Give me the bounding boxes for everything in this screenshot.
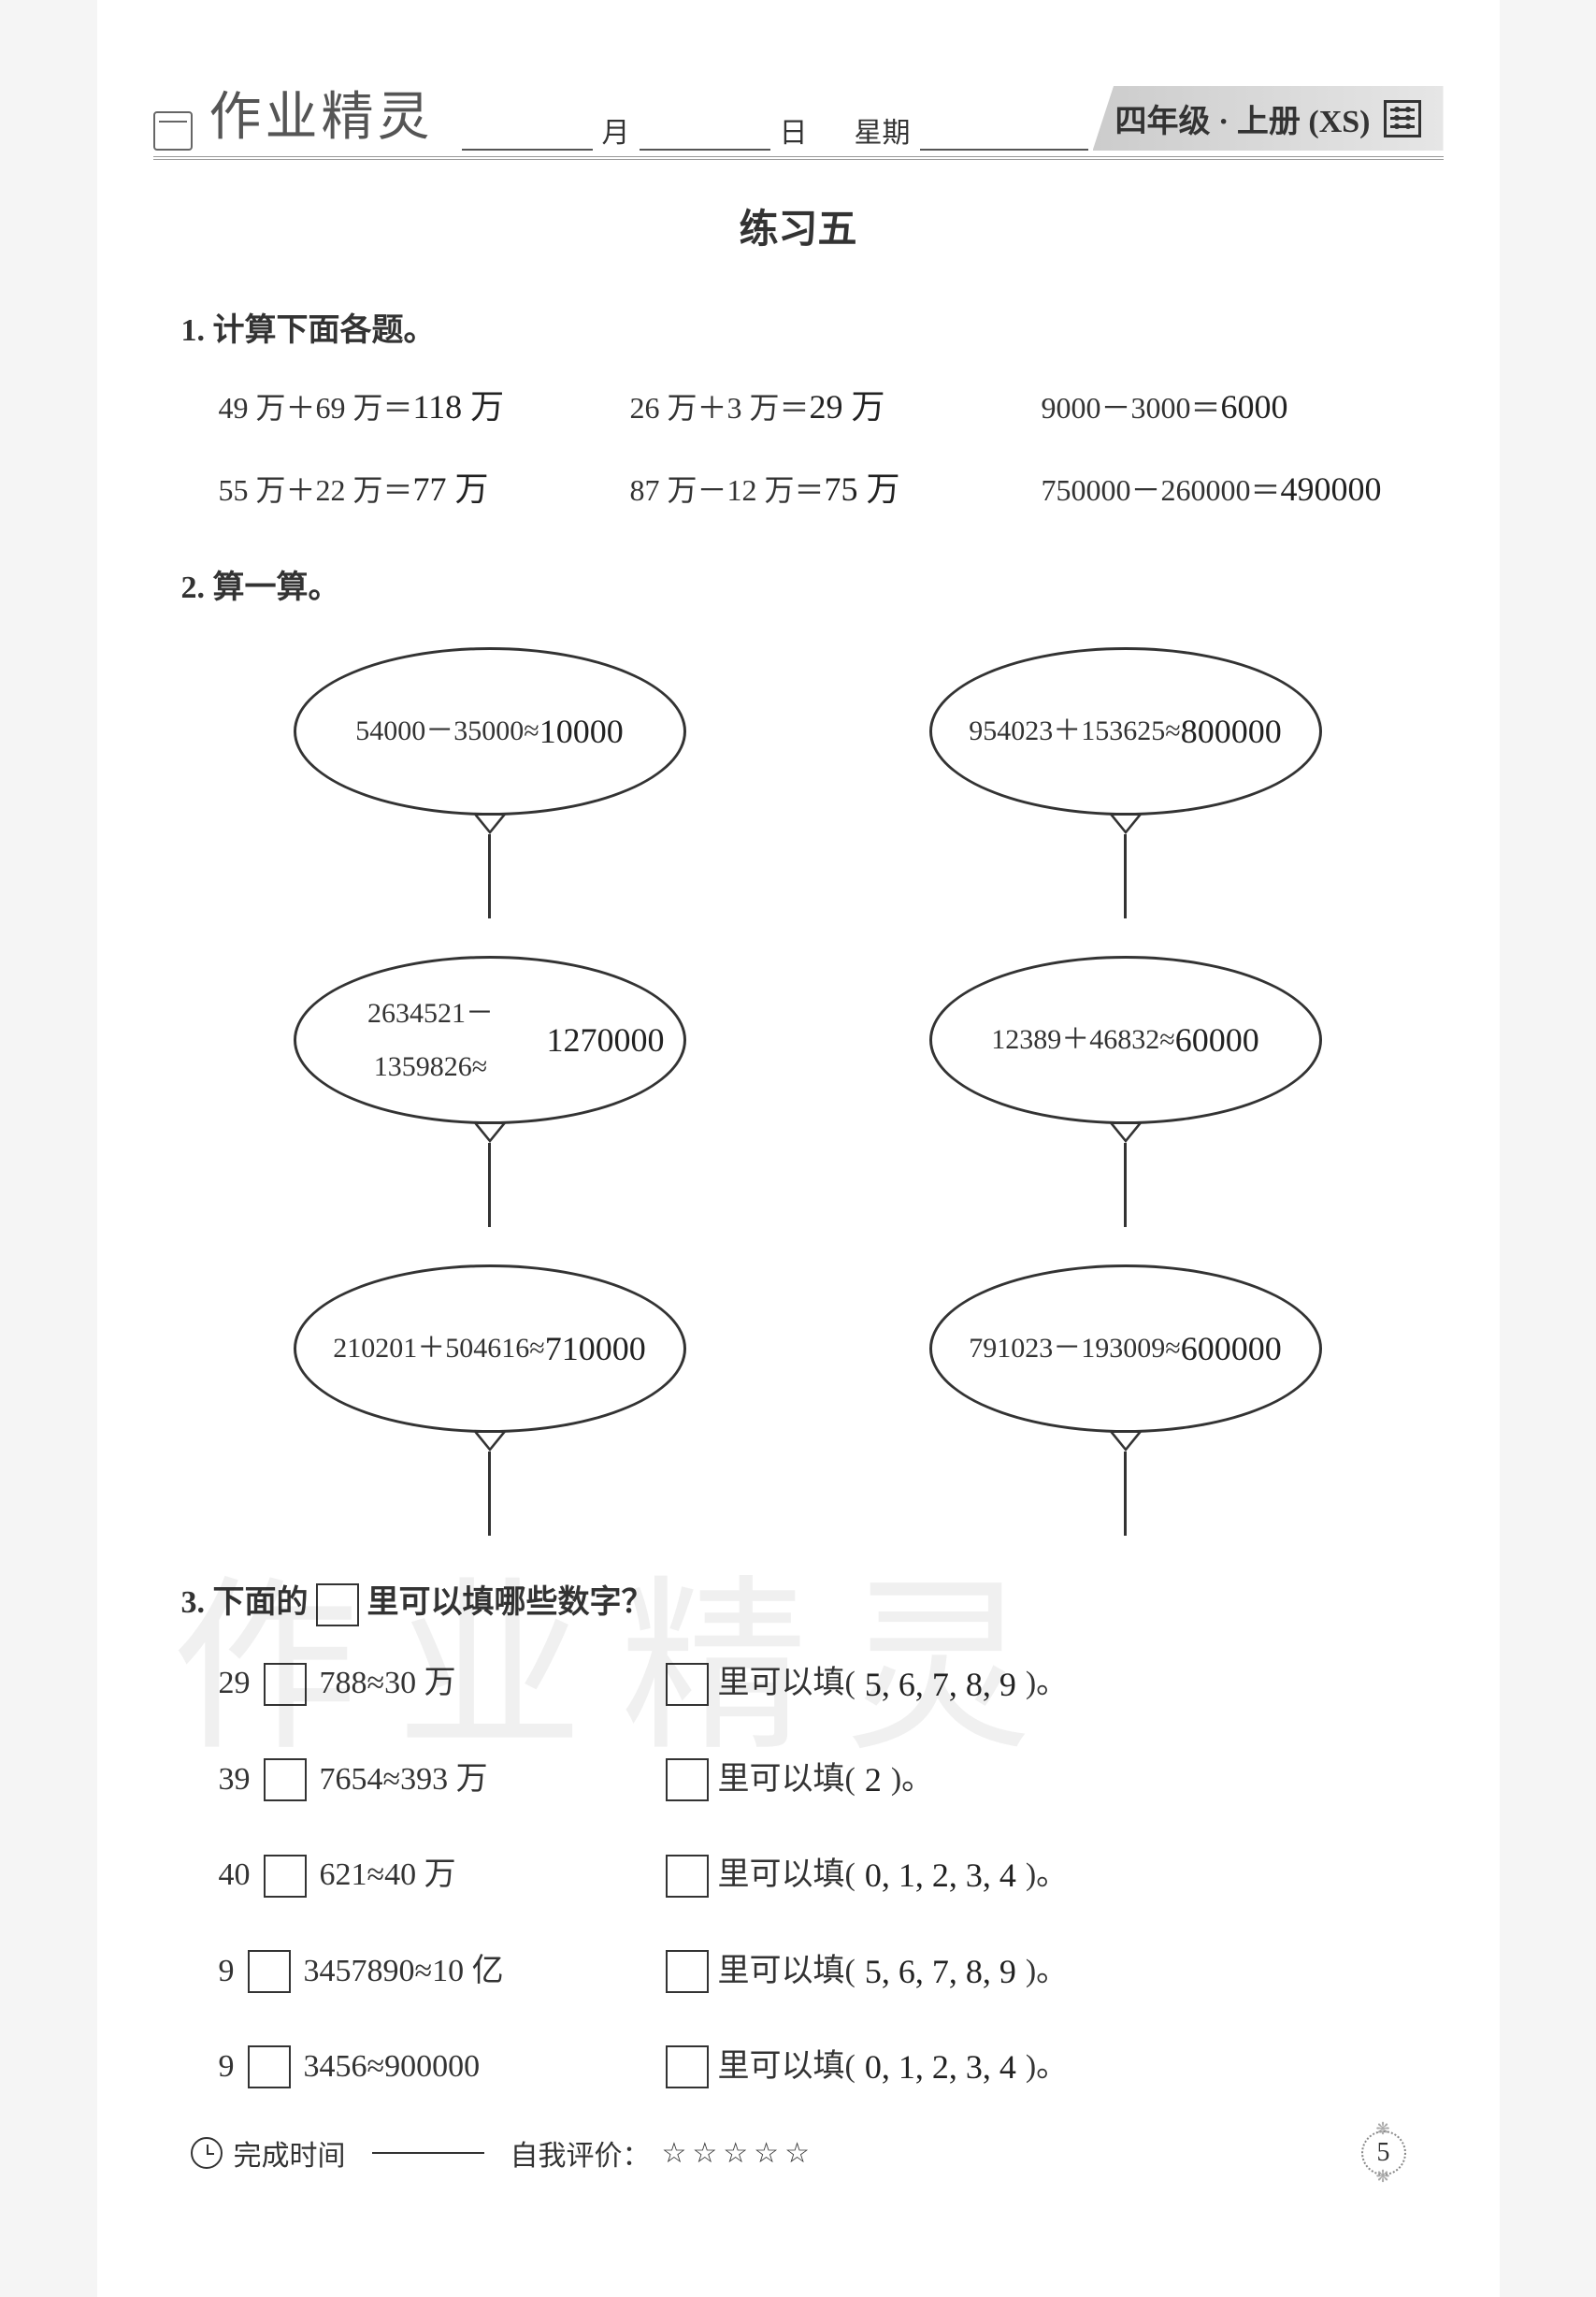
balloon: 54000－35000≈10000 <box>228 647 752 918</box>
balloon: 2634521－1359826≈1270000 <box>228 956 752 1227</box>
balloon-knot-icon <box>1109 1122 1143 1143</box>
time-blank[interactable] <box>372 2152 484 2154</box>
balloon-string-icon <box>1124 834 1127 918</box>
box-icon <box>666 1855 709 1898</box>
question-2: 2. 算一算。 54000－35000≈10000 954023＋153625≈… <box>181 558 1416 1536</box>
balloon: 791023－193009≈600000 <box>864 1264 1388 1536</box>
time-label: 完成时间 <box>234 2132 346 2174</box>
box-icon[interactable] <box>264 1663 307 1706</box>
balloon-knot-icon <box>1109 814 1143 834</box>
balloon-body: 12389＋46832≈60000 <box>929 956 1322 1124</box>
answer: 490000 <box>1281 470 1382 508</box>
self-eval-label: 自我评价： <box>510 2132 651 2174</box>
month-blank[interactable] <box>462 123 593 151</box>
balloon-knot-icon <box>473 814 507 834</box>
box-icon <box>666 2045 709 2088</box>
day-blank[interactable] <box>640 123 770 151</box>
q3-row: 29788≈30 万 里可以填(5, 6, 7, 8, 9 )。 <box>219 1653 1416 1716</box>
answer: 2 <box>865 1748 882 1812</box>
page-footer: 完成时间 自我评价： ☆☆☆☆☆ 5 <box>191 2131 1406 2175</box>
answer: 710000 <box>545 1317 646 1380</box>
header-left: 作业精灵 月 日 星期 <box>153 75 1088 151</box>
page-title: 练习五 <box>153 197 1444 254</box>
balloon: 954023＋153625≈800000 <box>864 647 1388 918</box>
balloon-string-icon <box>488 1143 491 1227</box>
clock-icon <box>191 2137 223 2169</box>
page-header: 作业精灵 月 日 星期 四年级 · 上册 (XS) <box>153 75 1444 160</box>
balloon-body: 2634521－1359826≈1270000 <box>294 956 686 1124</box>
box-icon <box>666 1950 709 1993</box>
box-icon <box>316 1583 359 1626</box>
balloon: 12389＋46832≈60000 <box>864 956 1388 1227</box>
q3-label: 3. 下面的 里可以填哪些数字？ <box>181 1573 1416 1634</box>
q1-label: 1. 计算下面各题。 <box>181 301 1416 362</box>
box-icon[interactable] <box>248 1950 291 1993</box>
answer: 60000 <box>1175 1008 1259 1072</box>
q1-item: 9000－3000＝6000 <box>1042 375 1416 439</box>
weekday-label: 星期 <box>855 109 911 151</box>
balloon: 210201＋504616≈710000 <box>228 1264 752 1536</box>
balloon-body: 954023＋153625≈800000 <box>929 647 1322 816</box>
answer: 5, 6, 7, 8, 9 <box>865 1653 1016 1716</box>
balloon-string-icon <box>1124 1143 1127 1227</box>
answer: 10000 <box>539 700 624 763</box>
balloon-body: 54000－35000≈10000 <box>294 647 686 816</box>
balloon-knot-icon <box>473 1431 507 1452</box>
balloon-grid: 54000－35000≈10000 954023＋153625≈800000 2… <box>228 647 1388 1536</box>
footer-left: 完成时间 自我评价： ☆☆☆☆☆ <box>191 2132 815 2174</box>
weekday-blank[interactable] <box>920 123 1088 151</box>
question-3: 3. 下面的 里可以填哪些数字？ 29788≈30 万 里可以填(5, 6, 7… <box>181 1573 1416 2100</box>
answer: 118 万 <box>413 388 505 426</box>
q1-item: 55 万＋22 万＝77 万 <box>219 457 593 521</box>
balloon-string-icon <box>1124 1452 1127 1536</box>
balloon-knot-icon <box>1109 1431 1143 1452</box>
worksheet-page: 作业精灵 月 日 星期 四年级 · 上册 (XS) 练习五 1. 计算下面各题。… <box>97 0 1500 2297</box>
box-icon <box>666 1758 709 1801</box>
answer: 29 万 <box>810 388 885 426</box>
brand-title: 作业精灵 <box>209 75 434 151</box>
balloon-string-icon <box>488 1452 491 1536</box>
rating-stars[interactable]: ☆☆☆☆☆ <box>662 2137 815 2170</box>
balloon-string-icon <box>488 834 491 918</box>
answer: 6000 <box>1221 388 1288 426</box>
answer: 0, 1, 2, 3, 4 <box>865 1843 1016 1907</box>
balloon-body: 210201＋504616≈710000 <box>294 1264 686 1433</box>
calendar-icon <box>153 111 193 151</box>
abacus-icon <box>1384 100 1421 137</box>
answer: 75 万 <box>825 470 900 508</box>
q3-rows: 29788≈30 万 里可以填(5, 6, 7, 8, 9 )。 397654≈… <box>219 1653 1416 2100</box>
q1-item: 26 万＋3 万＝29 万 <box>630 375 1004 439</box>
day-label: 日 <box>780 109 808 151</box>
balloon-knot-icon <box>473 1122 507 1143</box>
q2-label: 2. 算一算。 <box>181 558 1416 619</box>
answer: 5, 6, 7, 8, 9 <box>865 1940 1016 2003</box>
grade-badge-text: 四年级 · 上册 (XS) <box>1115 95 1371 141</box>
box-icon <box>666 1663 709 1706</box>
balloon-body: 791023－193009≈600000 <box>929 1264 1322 1433</box>
q3-row: 93457890≈10 亿 里可以填(5, 6, 7, 8, 9 )。 <box>219 1940 1416 2003</box>
answer: 1270000 <box>547 1008 665 1072</box>
q1-item: 750000－260000＝490000 <box>1042 457 1416 521</box>
box-icon[interactable] <box>248 2045 291 2088</box>
q1-item: 49 万＋69 万＝118 万 <box>219 375 593 439</box>
grade-badge: 四年级 · 上册 (XS) <box>1093 86 1444 151</box>
answer: 600000 <box>1181 1317 1282 1380</box>
box-icon[interactable] <box>264 1855 307 1898</box>
q3-row: 40621≈40 万 里可以填(0, 1, 2, 3, 4)。 <box>219 1843 1416 1907</box>
answer: 77 万 <box>413 470 489 508</box>
answer: 800000 <box>1181 700 1282 763</box>
q1-grid: 49 万＋69 万＝118 万 26 万＋3 万＝29 万 9000－3000＝… <box>219 375 1416 522</box>
q1-item: 87 万－12 万＝75 万 <box>630 457 1004 521</box>
page-number: 5 <box>1361 2131 1406 2175</box>
q3-row: 397654≈393 万 里可以填(2 )。 <box>219 1748 1416 1812</box>
question-1: 1. 计算下面各题。 49 万＋69 万＝118 万 26 万＋3 万＝29 万… <box>181 301 1416 521</box>
month-label: 月 <box>602 109 630 151</box>
box-icon[interactable] <box>264 1758 307 1801</box>
answer: 0, 1, 2, 3, 4 <box>865 2035 1016 2099</box>
q3-row: 93456≈900000 里可以填(0, 1, 2, 3, 4)。 <box>219 2035 1416 2099</box>
